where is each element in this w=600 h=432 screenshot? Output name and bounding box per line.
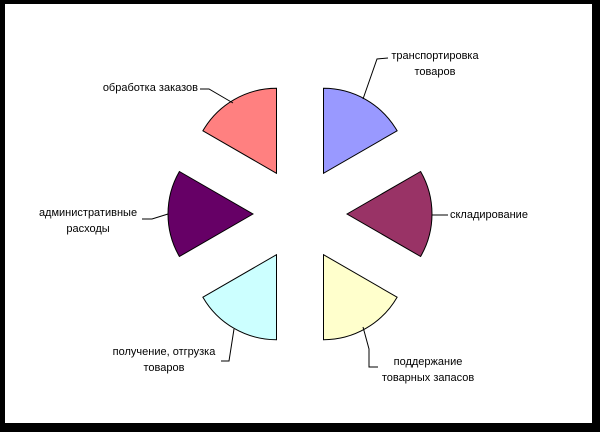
pie-slice-transportation xyxy=(323,87,398,175)
leader-line-receiving-shipping xyxy=(221,328,235,362)
pie-slice-order-processing xyxy=(202,87,277,175)
label-transportation: транспортировка товаров xyxy=(391,50,479,78)
chart-canvas xyxy=(5,4,592,423)
pie-slice-receiving-shipping xyxy=(202,253,277,341)
label-order-processing: обработка заказов xyxy=(102,82,198,94)
leader-line-administrative xyxy=(142,213,169,220)
label-warehousing: складирование xyxy=(450,209,528,221)
leader-line-transportation xyxy=(362,57,389,100)
label-receiving-shipping: получение, отгрузка товаров xyxy=(112,346,216,374)
leader-line-order-processing xyxy=(200,88,234,104)
label-inventory-maintenance: поддержание товарных запасов xyxy=(381,356,475,384)
pie-slice-administrative xyxy=(167,170,254,258)
leader-line-inventory-maintenance xyxy=(362,326,378,368)
label-administrative-expenses: административные расходы xyxy=(38,207,138,235)
pie-slice-warehousing xyxy=(346,170,433,258)
pie-slice-inventory-maintenance xyxy=(323,253,398,341)
